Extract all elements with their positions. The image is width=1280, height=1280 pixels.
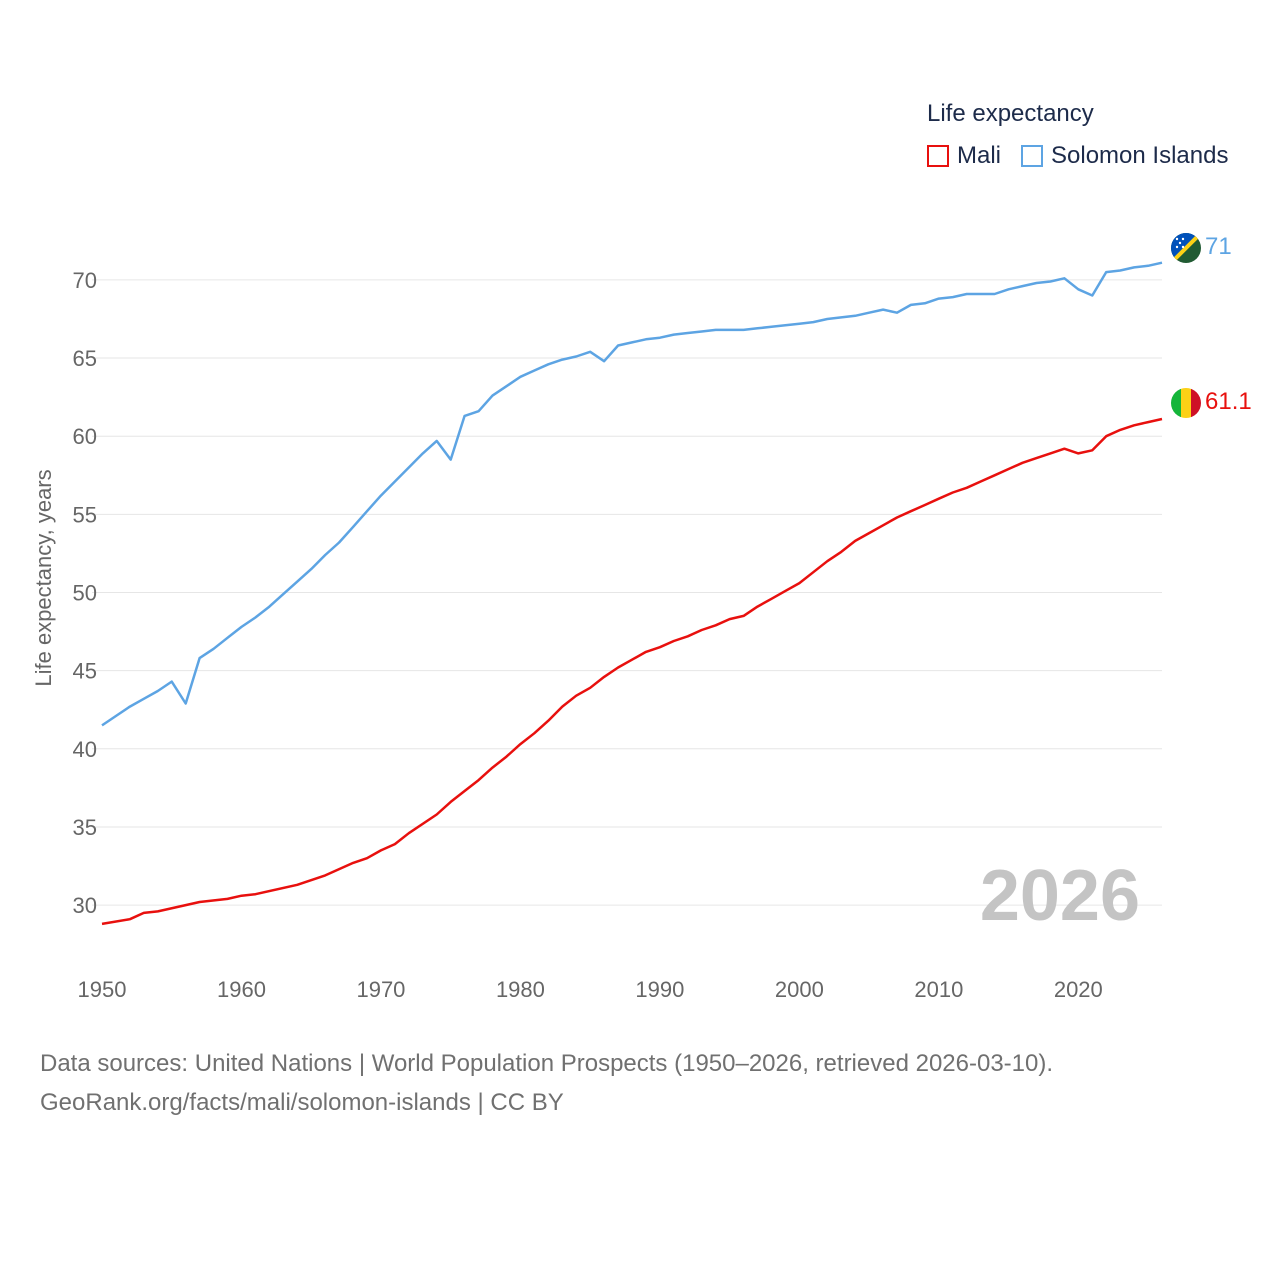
y-tick-label: 45 [73, 659, 97, 684]
x-tick-label: 1980 [496, 977, 545, 1002]
y-tick-label: 30 [73, 893, 97, 918]
x-tick-label: 2010 [914, 977, 963, 1002]
footer: Data sources: United Nations | World Pop… [40, 1044, 1053, 1122]
y-tick-label: 65 [73, 346, 97, 371]
legend: Mali Solomon Islands [927, 142, 1248, 170]
end-value-label-solomon-islands: 71 [1205, 233, 1232, 260]
x-tick-label: 2020 [1054, 977, 1103, 1002]
x-tick-label: 2000 [775, 977, 824, 1002]
grid-lines [92, 279, 1162, 906]
year-watermark: 2026 [980, 856, 1140, 936]
series-lines [101, 261, 1163, 926]
legend-title: Life expectancy [927, 100, 1094, 127]
mali-flag-icon [1171, 388, 1201, 418]
legend-item-mali[interactable]: Mali [927, 142, 1001, 170]
y-tick-label: 55 [73, 502, 97, 527]
x-axis-ticks: 1950 1960 1970 1980 1990 2000 2010 2020 [78, 977, 1103, 1002]
y-axis-ticks: 30 35 40 45 50 55 60 65 70 [73, 268, 97, 918]
y-tick-label: 40 [73, 737, 97, 762]
x-tick-label: 1950 [78, 977, 127, 1002]
y-tick-label: 70 [73, 268, 97, 293]
end-value-label-mali: 61.1 [1205, 388, 1252, 415]
x-tick-label: 1960 [217, 977, 266, 1002]
footer-sources: Data sources: United Nations | World Pop… [40, 1050, 1054, 1077]
legend-swatch-mali [927, 145, 949, 167]
series-line-solomon-islands [101, 261, 1163, 727]
legend-label-mali: Mali [957, 142, 1002, 169]
legend-item-solomon-islands[interactable]: Solomon Islands [1021, 142, 1228, 170]
end-labels: 61.1 71 [1205, 233, 1252, 415]
y-tick-label: 60 [73, 424, 97, 449]
x-tick-label: 1970 [356, 977, 405, 1002]
solomon-islands-flag-icon [1171, 233, 1201, 263]
legend-swatch-solomon-islands [1021, 145, 1044, 167]
x-tick-label: 1990 [635, 977, 684, 1002]
y-tick-label: 50 [73, 581, 97, 606]
series-line-mali [101, 417, 1163, 926]
y-axis-label: Life expectancy, years [31, 469, 56, 686]
footer-attribution[interactable]: GeoRank.org/facts/mali/solomon-islands |… [40, 1089, 564, 1116]
legend-label-solomon-islands: Solomon Islands [1051, 142, 1229, 169]
y-tick-label: 35 [73, 815, 97, 840]
